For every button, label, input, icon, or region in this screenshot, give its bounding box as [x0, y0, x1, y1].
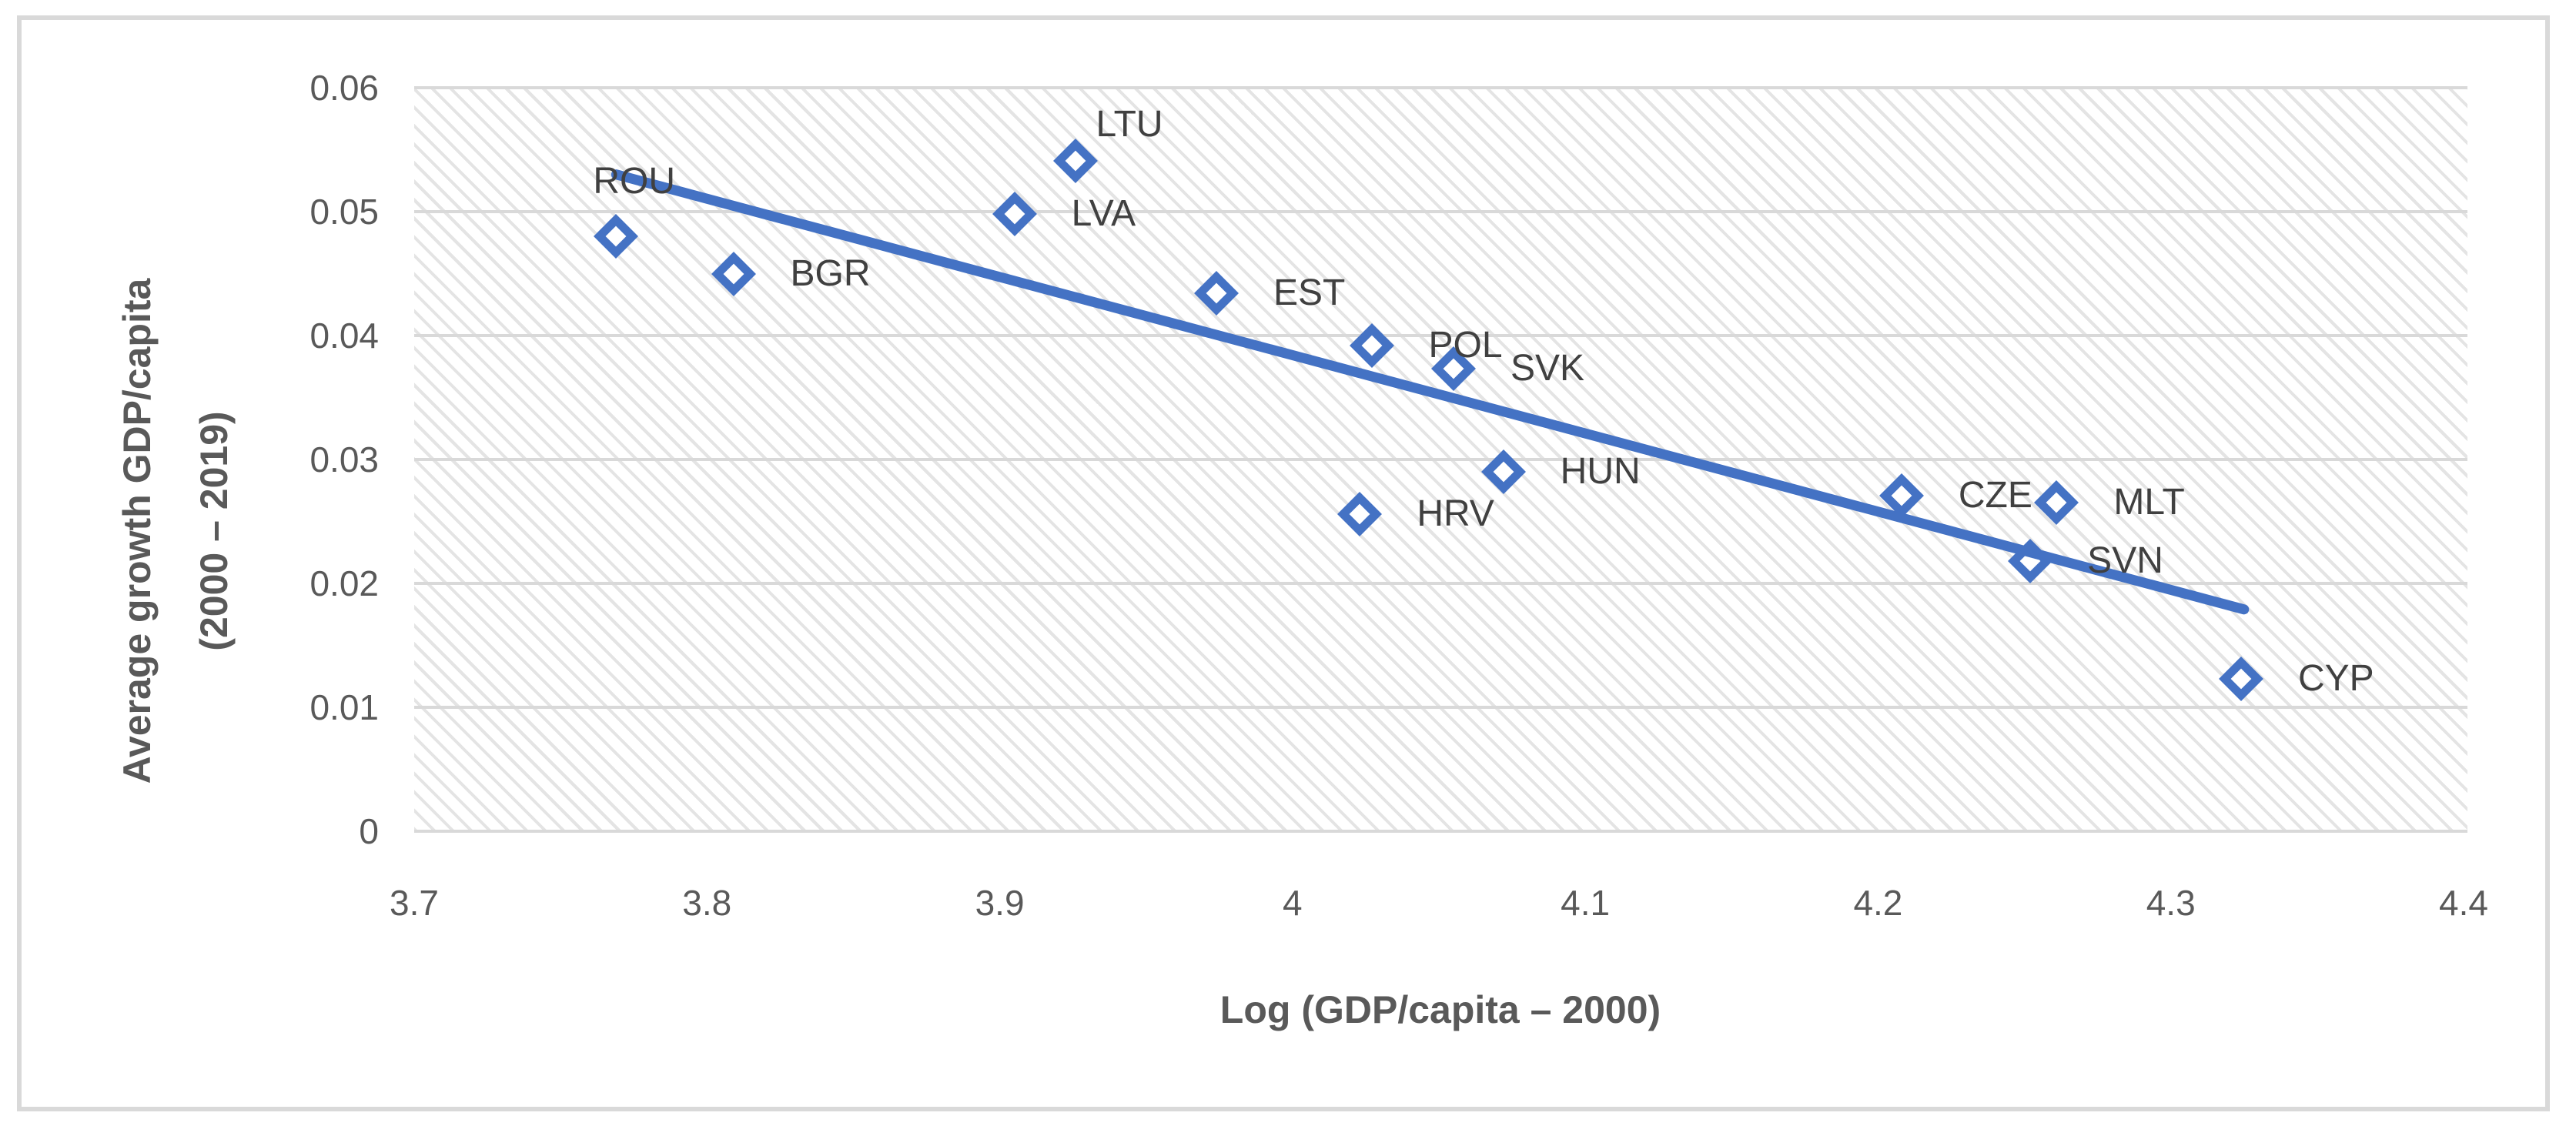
x-axis-title: Log (GDP/capita – 2000)	[1219, 988, 1661, 1031]
y-tick-label: 0.05	[309, 192, 379, 232]
x-tick-label: 4	[1283, 883, 1303, 923]
point-label-POL: POL	[1428, 324, 1503, 366]
point-label-LVA: LVA	[1071, 193, 1136, 235]
point-label-EST: EST	[1273, 272, 1346, 314]
y-tick-label: 0.03	[309, 439, 379, 479]
point-label-CZE: CZE	[1958, 474, 2032, 516]
gridline-y-0.01	[414, 706, 2467, 709]
gridline-y-0.06	[414, 86, 2467, 89]
point-label-HUN: HUN	[1560, 451, 1641, 493]
x-tick-label: 4.3	[2146, 883, 2196, 923]
x-tick-label: 3.7	[390, 883, 439, 923]
x-tick-label: 4.4	[2439, 883, 2488, 923]
point-label-SVK: SVK	[1510, 348, 1585, 389]
gridline-y-0.03	[414, 458, 2467, 461]
gridline-y-0.02	[414, 582, 2467, 585]
point-label-CYP: CYP	[2297, 657, 2374, 699]
point-label-HRV: HRV	[1417, 493, 1494, 534]
x-tick-label: 4.2	[1853, 883, 1903, 923]
chart-frame	[17, 15, 2550, 1111]
y-axis-title: Average growth GDP/capita (2000 – 2019)	[99, 108, 253, 954]
x-tick-label: 4.1	[1561, 883, 1611, 923]
gridline-y-0	[414, 830, 2467, 833]
y-tick-label: 0.02	[309, 563, 379, 603]
y-tick-label: 0.06	[309, 68, 379, 108]
y-tick-label: 0.04	[309, 316, 379, 356]
point-label-MLT: MLT	[2113, 482, 2185, 523]
y-axis-title-line2: (2000 – 2019)	[192, 411, 236, 651]
x-tick-label: 3.9	[975, 883, 1025, 923]
point-label-BGR: BGR	[790, 252, 871, 294]
point-label-SVN: SVN	[2087, 540, 2163, 582]
y-axis-title-line1: Average growth GDP/capita	[115, 278, 159, 784]
y-tick-label: 0	[359, 811, 379, 851]
x-tick-label: 3.8	[682, 883, 732, 923]
gridline-y-0.05	[414, 210, 2467, 213]
point-label-LTU: LTU	[1096, 103, 1163, 145]
point-label-ROU: ROU	[593, 161, 676, 202]
y-tick-label: 0.01	[309, 687, 379, 727]
